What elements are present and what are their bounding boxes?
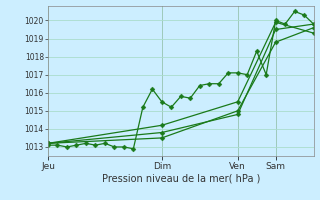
X-axis label: Pression niveau de la mer( hPa ): Pression niveau de la mer( hPa ) bbox=[102, 173, 260, 183]
